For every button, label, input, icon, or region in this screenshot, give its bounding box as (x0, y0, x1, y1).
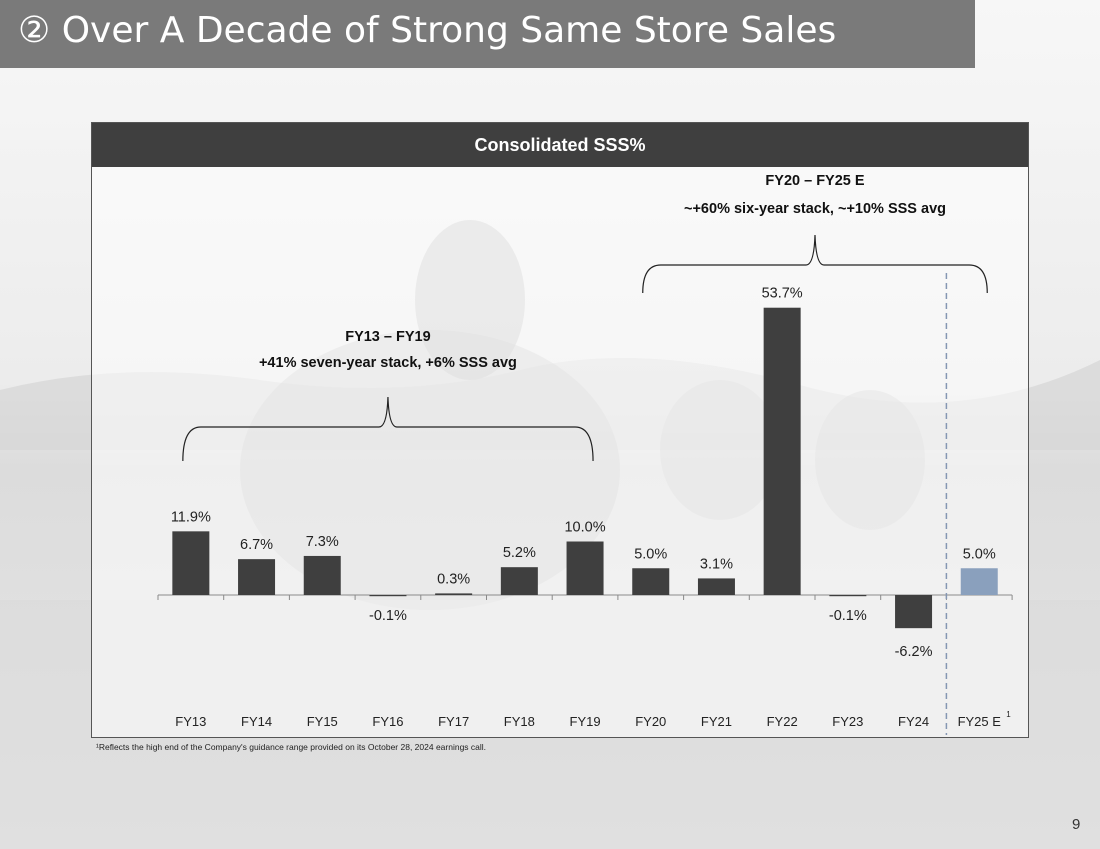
data-label: 5.0% (634, 546, 667, 562)
category-label: FY22 (767, 714, 798, 729)
bar-fy22 (763, 307, 801, 595)
category-label: FY17 (438, 714, 469, 729)
annotation-brace (642, 234, 988, 294)
bar-fy17 (435, 593, 473, 595)
bar-fy20 (632, 568, 670, 595)
bar-fy16 (369, 595, 407, 597)
annotation-brace (182, 396, 594, 462)
category-label: FY21 (701, 714, 732, 729)
data-label: -0.1% (369, 608, 407, 624)
page-number: 9 (1072, 816, 1081, 833)
category-label: FY18 (504, 714, 535, 729)
category-superscript: 1 (1006, 710, 1011, 719)
bar-fy23 (829, 595, 867, 597)
data-label: 10.0% (564, 520, 605, 536)
category-label: FY15 (307, 714, 338, 729)
bar-fy21 (697, 578, 735, 595)
data-label: -0.1% (829, 608, 867, 624)
bar-fy14 (238, 559, 276, 595)
data-label: 0.3% (437, 571, 470, 587)
bar-fy18 (500, 567, 538, 595)
category-label: FY24 (898, 714, 929, 729)
bar-fy15 (303, 555, 341, 595)
category-label: FY23 (832, 714, 863, 729)
category-label: FY16 (372, 714, 403, 729)
annotation-title: FY13 – FY19 (345, 329, 430, 345)
bar-fy25-e (960, 568, 998, 595)
annotation-title: FY20 – FY25 E (765, 173, 864, 189)
bar-fy13 (172, 531, 210, 595)
footnote: ¹Reflects the high end of the Company's … (96, 742, 487, 752)
data-label: 53.7% (762, 286, 803, 302)
chart-title: Consolidated SSS% (92, 123, 1028, 167)
data-label: 5.2% (503, 545, 536, 561)
annotation-subtitle: ~+60% six-year stack, ~+10% SSS avg (684, 201, 946, 217)
sss-bar-chart: 11.9% FY13 6.7% FY14 7.3% FY15 -0.1% FY16 0.3% FY… (157, 173, 1013, 735)
data-label: 3.1% (700, 556, 733, 572)
category-label: FY13 (175, 714, 206, 729)
annotation-subtitle: +41% seven-year stack, +6% SSS avg (259, 355, 517, 371)
data-label: 7.3% (306, 534, 339, 550)
category-label: FY19 (570, 714, 601, 729)
data-label: 5.0% (963, 546, 996, 562)
data-label: 11.9% (171, 509, 211, 525)
bar-fy19 (566, 541, 604, 595)
chart-panel: Consolidated SSS% 11.9% FY13 6.7% FY14 7.3% F… (91, 122, 1029, 738)
category-label: FY25 E (958, 714, 1002, 729)
category-label: FY14 (241, 714, 272, 729)
slide-title: ② Over A Decade of Strong Same Store Sal… (18, 10, 837, 51)
data-label: -6.2% (895, 644, 933, 660)
title-bar: ② Over A Decade of Strong Same Store Sal… (0, 0, 975, 68)
category-label: FY20 (635, 714, 666, 729)
data-label: 6.7% (240, 537, 273, 553)
bar-fy24 (895, 595, 933, 629)
